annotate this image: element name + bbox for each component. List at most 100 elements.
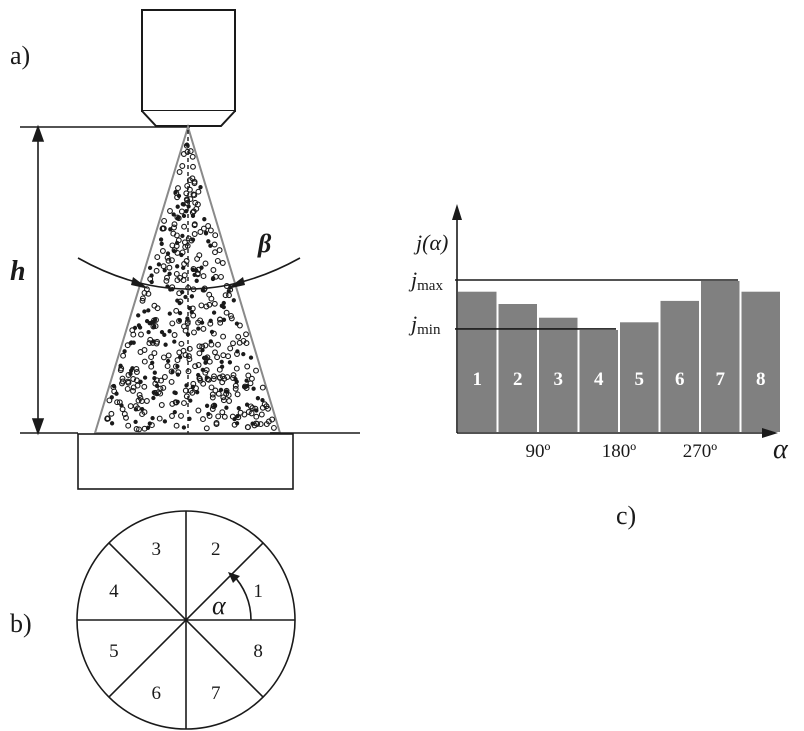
droplet — [189, 389, 196, 396]
droplet — [109, 421, 115, 426]
droplet — [171, 224, 177, 231]
droplet — [114, 399, 121, 406]
droplet — [226, 398, 233, 404]
droplet — [174, 194, 181, 201]
droplet — [234, 321, 240, 326]
droplet — [195, 407, 202, 414]
droplet — [157, 385, 164, 392]
droplet — [163, 277, 170, 284]
droplet — [171, 332, 178, 338]
sector-label-4: 4 — [109, 581, 119, 602]
sector-label-7: 7 — [211, 683, 221, 704]
droplet — [200, 416, 206, 423]
droplet — [193, 385, 199, 392]
droplet — [202, 260, 209, 267]
droplet — [209, 391, 216, 398]
droplet — [173, 270, 180, 277]
droplet — [231, 421, 238, 428]
droplet — [221, 413, 228, 420]
droplet — [161, 217, 168, 224]
droplet — [158, 377, 164, 384]
droplet — [230, 372, 237, 379]
droplet — [245, 372, 252, 379]
droplet — [139, 295, 146, 302]
droplet — [162, 268, 167, 273]
droplet — [198, 302, 205, 309]
bar-6 — [658, 298, 701, 434]
droplet — [152, 380, 159, 387]
droplet — [175, 204, 180, 209]
droplet — [211, 310, 217, 315]
droplet — [213, 421, 220, 428]
droplet — [149, 320, 154, 325]
droplet — [219, 409, 226, 416]
sector-label-6: 6 — [151, 683, 161, 704]
droplet — [228, 312, 234, 319]
droplet — [146, 329, 151, 335]
y-axis-arrow — [452, 204, 462, 220]
droplet — [179, 249, 186, 256]
droplet — [154, 254, 161, 261]
droplet — [169, 413, 175, 419]
droplet — [142, 309, 147, 314]
droplet — [253, 367, 259, 374]
sector-label-8: 8 — [253, 641, 263, 662]
droplet — [243, 331, 249, 338]
droplet — [215, 390, 222, 397]
droplet — [234, 391, 241, 398]
droplet — [173, 307, 180, 314]
droplet — [131, 340, 136, 345]
droplet — [180, 347, 187, 354]
droplet — [175, 216, 181, 221]
droplet — [170, 230, 177, 237]
droplet — [206, 239, 211, 244]
x-axis-label: α — [773, 434, 789, 465]
droplet — [181, 400, 187, 407]
droplet — [185, 353, 192, 360]
droplet — [202, 217, 207, 222]
droplet — [263, 421, 270, 428]
droplet — [153, 316, 159, 323]
droplet — [196, 343, 203, 350]
droplet — [218, 387, 224, 393]
droplet — [172, 409, 177, 415]
droplet — [228, 315, 235, 322]
droplet — [106, 397, 113, 404]
droplet — [165, 251, 171, 256]
droplet — [172, 363, 179, 370]
droplet — [231, 298, 236, 303]
droplet — [158, 237, 164, 242]
droplet — [141, 425, 148, 432]
droplet — [202, 369, 209, 376]
droplet — [119, 380, 125, 387]
x-axis-arrow — [762, 428, 778, 438]
droplet — [198, 185, 203, 190]
droplet — [235, 413, 240, 419]
droplet — [216, 366, 223, 373]
droplet — [191, 180, 198, 187]
droplet — [183, 393, 190, 400]
droplet — [150, 415, 155, 421]
droplet — [183, 294, 188, 300]
droplet — [141, 358, 148, 365]
droplet — [204, 375, 210, 380]
panel-b-label: b) — [10, 609, 32, 638]
droplet — [234, 379, 239, 384]
droplet — [153, 267, 160, 274]
droplet — [118, 363, 123, 368]
height-label: h — [10, 256, 26, 287]
droplet — [197, 377, 204, 384]
droplet — [197, 229, 204, 235]
droplet — [210, 267, 217, 273]
beta-label: β — [257, 229, 272, 258]
droplet — [206, 358, 213, 365]
j-min-label: jmin — [408, 311, 441, 338]
droplet — [190, 191, 197, 198]
alpha-arc-arrow — [228, 572, 240, 583]
droplet — [156, 262, 162, 267]
droplet — [253, 413, 260, 420]
droplet — [124, 385, 131, 392]
droplet — [128, 371, 133, 376]
droplet — [162, 419, 168, 424]
